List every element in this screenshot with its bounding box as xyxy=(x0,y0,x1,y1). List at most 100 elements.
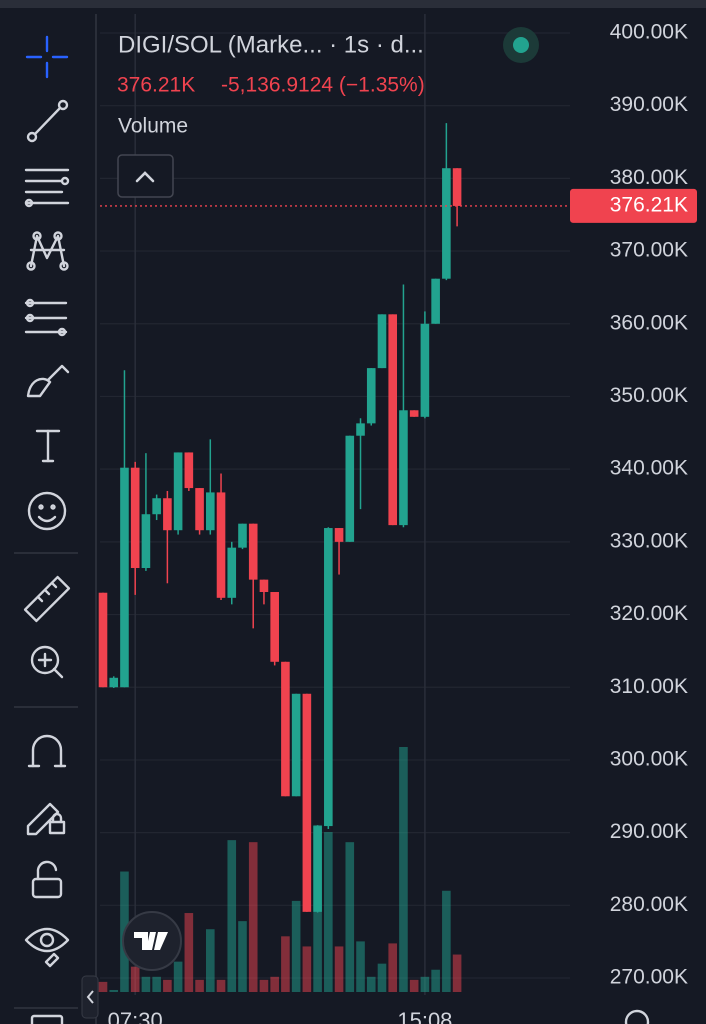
volume-bar xyxy=(227,840,237,992)
candle-body xyxy=(345,435,355,542)
y-tick-label: 340.00K xyxy=(610,457,688,480)
text-tool[interactable] xyxy=(35,429,61,463)
last-price-tag-label: 376.21K xyxy=(610,193,688,216)
trash-tool[interactable] xyxy=(30,1014,64,1024)
brush-tool[interactable] xyxy=(26,364,70,398)
volume-bar xyxy=(141,976,151,992)
candle-body xyxy=(452,168,462,206)
prediction-tool[interactable] xyxy=(24,298,68,337)
candle-body xyxy=(206,492,215,531)
chevron-up xyxy=(135,171,155,183)
y-tick-label: 300.00K xyxy=(610,747,688,770)
candle-body xyxy=(270,592,279,662)
emoji-tool[interactable] xyxy=(27,491,67,531)
candle-body xyxy=(281,661,290,797)
lock-drawing-tool[interactable] xyxy=(26,802,66,836)
candle-body xyxy=(152,498,161,515)
candle-body xyxy=(388,314,398,526)
volume-bar xyxy=(399,747,408,992)
candle-body xyxy=(420,323,430,417)
candle-body xyxy=(324,528,333,827)
status-dot xyxy=(513,37,529,53)
candle-body xyxy=(356,423,365,436)
candle-body xyxy=(399,410,408,526)
volume-bar xyxy=(238,921,247,992)
volume-bar xyxy=(291,900,301,992)
crosshair-tool[interactable] xyxy=(25,35,69,79)
y-tick-label: 350.00K xyxy=(610,384,688,407)
volume-bar xyxy=(270,976,279,992)
magnet-tool[interactable] xyxy=(27,734,67,768)
pattern-tool[interactable] xyxy=(26,231,69,271)
volume-bar xyxy=(259,979,269,992)
zoom-tool[interactable] xyxy=(30,645,64,679)
volume-bar xyxy=(420,976,430,992)
volume-bar xyxy=(302,946,312,992)
candle-body xyxy=(313,826,322,912)
candle-body xyxy=(442,168,451,279)
volume-bar xyxy=(431,969,440,992)
candle-body xyxy=(163,498,172,531)
candle-body xyxy=(259,579,269,593)
candle-body xyxy=(141,514,151,569)
volume-bar xyxy=(184,913,194,992)
candle-body xyxy=(184,452,194,489)
candle-body xyxy=(248,523,258,580)
unlock-tool[interactable] xyxy=(31,860,63,899)
volume-bar xyxy=(216,979,226,992)
volume-bar xyxy=(130,966,140,992)
volume-bar xyxy=(152,976,161,992)
volume-bar xyxy=(163,979,172,992)
toggle-chevron xyxy=(86,990,94,1004)
volume-bar xyxy=(173,961,183,992)
y-tick-label: 370.00K xyxy=(610,239,688,262)
ruler-tool[interactable] xyxy=(23,575,71,623)
candle-body xyxy=(173,452,183,531)
volume-bar xyxy=(345,842,355,992)
volume-bar xyxy=(281,936,290,992)
toolbar-toggle[interactable] xyxy=(81,975,99,1019)
candle-body xyxy=(366,368,376,424)
volume-bar xyxy=(324,832,333,992)
volume-bar xyxy=(366,976,376,992)
candle-body xyxy=(130,467,140,569)
volume-bar xyxy=(98,981,108,992)
candle-body xyxy=(409,410,419,417)
candle-body xyxy=(334,528,344,542)
candle-body xyxy=(431,278,440,324)
fib-tool[interactable] xyxy=(24,168,70,208)
candle-body xyxy=(291,693,301,797)
x-tick-label: 07:30 xyxy=(108,1008,163,1024)
price-change: -5,136.9124 (−1.35%) xyxy=(221,74,425,97)
y-tick-label: 320.00K xyxy=(610,602,688,625)
y-tick-label: 400.00K xyxy=(610,21,688,44)
volume-bar xyxy=(388,943,398,992)
indicator-name[interactable]: Volume xyxy=(118,115,188,138)
volume-bar xyxy=(248,842,258,992)
collapse-button[interactable] xyxy=(117,154,174,198)
y-tick-label: 360.00K xyxy=(610,311,688,334)
y-tick-label: 310.00K xyxy=(610,675,688,698)
candle-body xyxy=(377,314,387,369)
candle-body xyxy=(195,488,204,531)
volume-bar xyxy=(356,941,365,992)
volume-bar xyxy=(442,890,451,992)
volume-bar xyxy=(409,979,419,992)
candle-body xyxy=(227,547,237,598)
candle-body xyxy=(120,467,129,688)
volume-bar xyxy=(334,946,344,992)
volume-bar xyxy=(377,963,387,992)
y-tick-label: 290.00K xyxy=(610,820,688,843)
candle-body xyxy=(238,523,247,548)
settings-button[interactable] xyxy=(624,1009,650,1024)
volume-bar xyxy=(195,979,204,992)
y-tick-label: 380.00K xyxy=(610,166,688,189)
candle-body xyxy=(109,677,119,688)
plot xyxy=(98,123,462,992)
trend-line-tool[interactable] xyxy=(26,99,69,143)
symbol-title[interactable]: DIGI/SOL (Marke... · 1s · d... xyxy=(118,31,424,58)
visibility-tool[interactable] xyxy=(24,927,70,968)
top-bar xyxy=(0,0,706,8)
y-tick-label: 390.00K xyxy=(610,93,688,116)
